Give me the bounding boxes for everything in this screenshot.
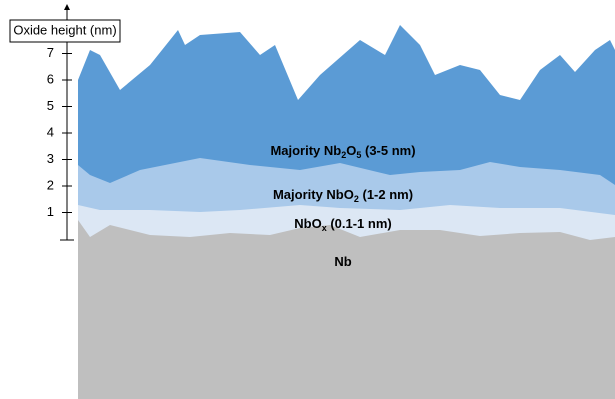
label-part: (0.1-1 nm) — [327, 216, 392, 231]
tick-label: 3 — [47, 151, 54, 166]
tick-label: 4 — [47, 124, 54, 139]
layer-label: NbOx (0.1-1 nm) — [294, 216, 391, 233]
label-part: (1-2 nm) — [359, 187, 413, 202]
tick-label: 7 — [47, 45, 54, 60]
layer-nb — [78, 220, 615, 399]
ticks: 1 2 3 4 5 6 7 — [47, 45, 72, 219]
diagram: Oxide height (nm) 1 2 3 4 5 6 7 Majority Nb 2 O 5… — [0, 0, 615, 399]
tick-label: 6 — [47, 71, 54, 86]
tick-label: 2 — [47, 177, 54, 192]
axis-label: Oxide height (nm) — [13, 22, 116, 37]
tick-label: 1 — [47, 204, 54, 219]
layer-label: Nb — [334, 254, 351, 269]
label-part: Majority NbO — [273, 187, 354, 202]
tick-label: 5 — [47, 98, 54, 113]
label-part: O — [346, 143, 356, 158]
label-part: Majority Nb — [270, 143, 341, 158]
axis-arrow — [64, 4, 70, 10]
label-part: Nb — [334, 254, 351, 269]
label-part: (3-5 nm) — [361, 143, 415, 158]
layer-label: Majority NbO2 (1-2 nm) — [273, 187, 413, 204]
label-part: NbO — [294, 216, 321, 231]
